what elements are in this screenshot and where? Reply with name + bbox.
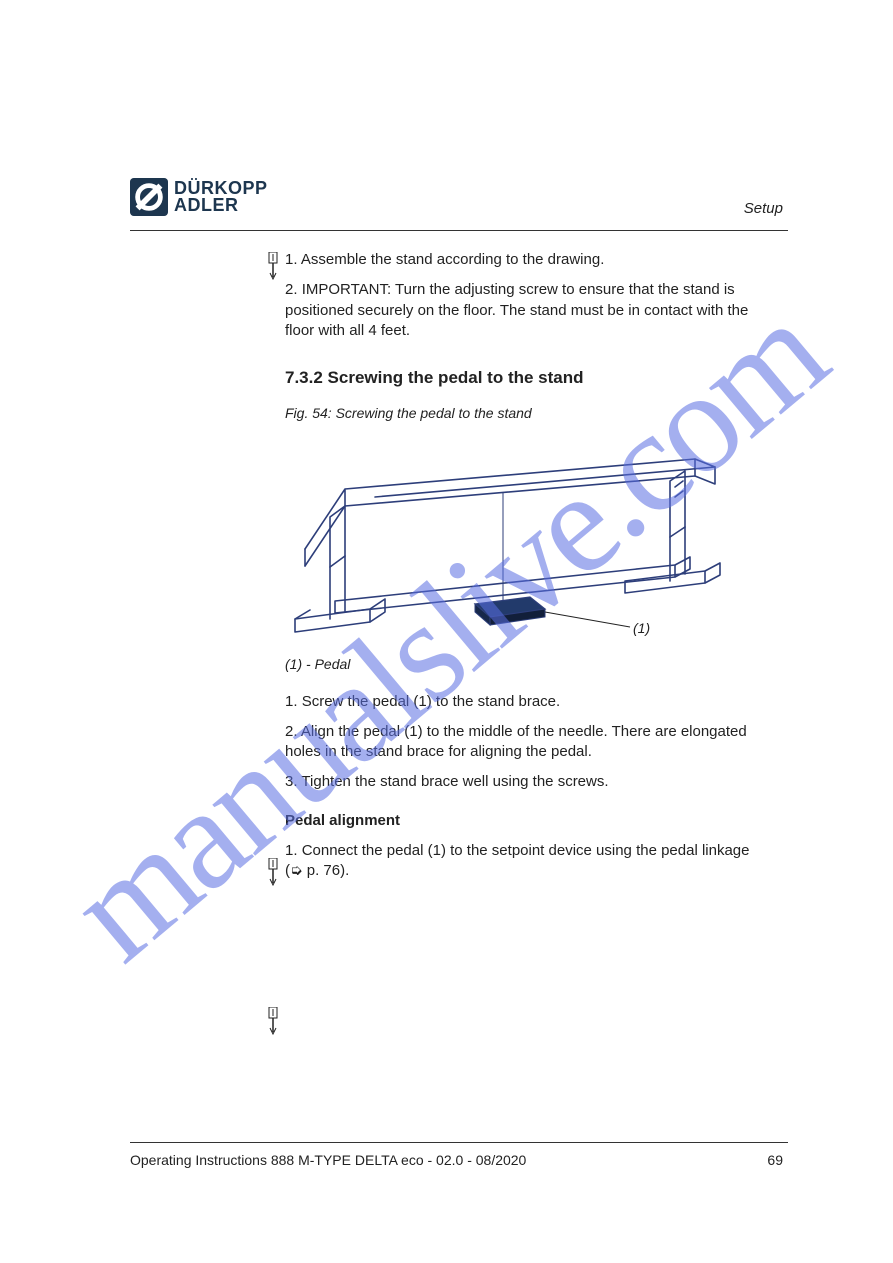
brand-line2: ADLER <box>174 197 268 214</box>
footer-page-number: 69 <box>767 1152 783 1168</box>
brand-logo-icon <box>130 178 168 216</box>
step-6-num: 1. <box>285 842 298 859</box>
step-5-text: Tighten the stand brace well using the s… <box>301 773 608 790</box>
step-1-num: 1. <box>285 251 298 268</box>
step-4-num: 2. <box>285 723 298 740</box>
step-5-num: 3. <box>285 773 298 790</box>
step-3: 1. Screw the pedal (1) to the stand brac… <box>285 692 763 712</box>
step-3-text: Screw the pedal (1) to the stand brace. <box>302 693 560 710</box>
step-2-num: 2. <box>285 281 298 298</box>
needle-icon <box>264 1007 282 1035</box>
footer-left-text: Operating Instructions 888 M-TYPE DELTA … <box>130 1152 526 1168</box>
brand-logo: DÜRKOPP ADLER <box>130 178 268 216</box>
needle-icon <box>264 858 282 886</box>
content-column: 1. Assemble the stand according to the d… <box>285 250 763 891</box>
callout-1-text: - Pedal <box>302 656 350 672</box>
section-heading: 7.3.2 Screwing the pedal to the stand <box>285 367 763 390</box>
callout-1-label: (1) - Pedal <box>285 655 763 674</box>
header-rule <box>130 230 788 231</box>
figure-stand-diagram: (1) <box>275 429 735 649</box>
step-2-text: IMPORTANT: Turn the adjusting screw to e… <box>285 281 748 339</box>
header-right-label: Setup <box>744 200 783 217</box>
step-6: 1. Connect the pedal (1) to the setpoint… <box>285 841 763 882</box>
step-5: 3. Tighten the stand brace well using th… <box>285 772 763 792</box>
step-6-text: Connect the pedal (1) to the setpoint de… <box>285 842 750 879</box>
brand-logo-text: DÜRKOPP ADLER <box>174 180 268 214</box>
needle-icon <box>264 252 282 280</box>
callout-1-number: (1) <box>633 619 650 638</box>
callout-1-num-inline: (1) <box>285 656 302 672</box>
step-4: 2. Align the pedal (1) to the middle of … <box>285 722 763 763</box>
step-1-text: Assemble the stand according to the draw… <box>301 251 605 268</box>
sub-heading-pedal-alignment: Pedal alignment <box>285 811 763 831</box>
step-4-text: Align the pedal (1) to the middle of the… <box>285 723 747 760</box>
step-1: 1. Assemble the stand according to the d… <box>285 250 763 270</box>
step-3-num: 1. <box>285 693 298 710</box>
step-2: 2. IMPORTANT: Turn the adjusting screw t… <box>285 280 763 341</box>
figure-caption: Fig. 54: Screwing the pedal to the stand <box>285 404 763 423</box>
footer-rule <box>130 1142 788 1143</box>
